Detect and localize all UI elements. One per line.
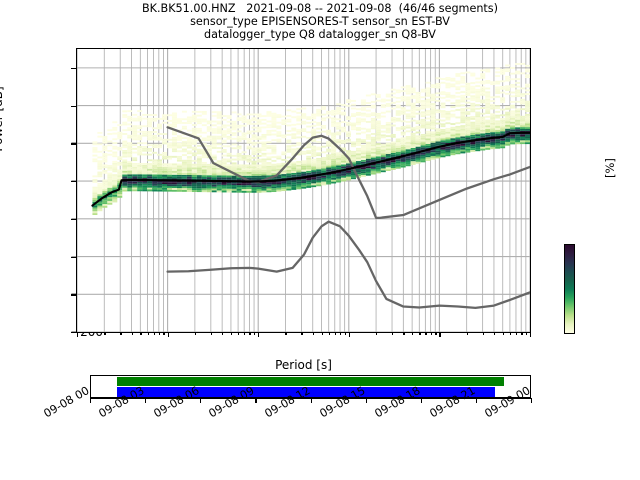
x-tick-mark xyxy=(430,332,432,335)
x-tick-mark xyxy=(515,332,518,335)
x-tick-mark xyxy=(435,332,437,335)
x-tick-mark xyxy=(194,332,197,335)
timeline-coverage xyxy=(90,375,531,398)
x-tick-mark xyxy=(493,332,496,335)
timeline-tick-mark xyxy=(531,398,533,403)
x-tick-mark xyxy=(77,332,79,337)
x-tick-mark xyxy=(334,332,337,335)
timeline-bar-data-coverage xyxy=(117,377,504,386)
x-tick-mark xyxy=(403,332,405,335)
x-tick-mark xyxy=(301,332,303,335)
x-tick-mark xyxy=(530,332,532,337)
y-tick-mark xyxy=(71,105,76,107)
x-tick-mark xyxy=(376,332,378,335)
x-tick-mark xyxy=(482,332,484,335)
x-tick-mark xyxy=(285,332,287,335)
x-tick-mark xyxy=(163,332,165,335)
x-tick-mark xyxy=(230,332,233,335)
timeline-tick-mark xyxy=(145,398,147,403)
x-tick-mark xyxy=(509,332,512,335)
x-tick-mark xyxy=(392,332,394,335)
x-tick-mark xyxy=(258,332,260,337)
x-tick-mark xyxy=(425,332,427,335)
x-tick-mark xyxy=(525,332,528,335)
timeline-tick-mark xyxy=(420,398,422,403)
ppsd-mean xyxy=(91,131,530,207)
x-tick-mark xyxy=(167,332,169,337)
y-tick-mark xyxy=(71,256,76,258)
x-tick-mark xyxy=(249,332,251,335)
title-line-1: BK.BK51.00.HNZ 2021-09-08 -- 2021-09-08 … xyxy=(141,2,499,15)
x-tick-mark xyxy=(140,332,142,335)
x-tick-mark xyxy=(244,332,246,335)
timeline-bar-segments-used xyxy=(117,386,495,397)
x-tick-mark xyxy=(348,332,351,337)
nlnm-low-noise-model xyxy=(166,220,530,309)
x-tick-mark xyxy=(521,332,523,335)
y-tick-mark xyxy=(71,332,76,334)
x-tick-mark xyxy=(254,332,256,335)
x-tick-mark xyxy=(238,332,240,335)
timeline-tick-mark xyxy=(255,398,257,403)
x-tick-mark xyxy=(131,332,133,335)
y-axis-label: Power [dB] xyxy=(0,86,5,152)
x-tick-mark xyxy=(153,332,155,335)
x-tick-mark xyxy=(419,332,421,335)
timeline-tick-mark xyxy=(365,398,367,403)
x-tick-mark xyxy=(412,332,414,335)
x-tick-mark xyxy=(321,332,323,335)
colorbar xyxy=(564,244,575,334)
y-tick-mark xyxy=(71,143,76,145)
x-tick-mark xyxy=(147,332,149,335)
y-tick-mark xyxy=(71,67,76,70)
y-tick-mark xyxy=(71,218,76,221)
x-tick-mark xyxy=(158,332,161,335)
x-tick-mark xyxy=(222,332,224,335)
title-line-3: datalogger_type Q8 datalogger_sn Q8-BV xyxy=(204,28,436,42)
x-tick-mark xyxy=(344,332,346,335)
x-tick-mark xyxy=(439,332,441,337)
x-tick-mark xyxy=(340,332,342,335)
timeline-tick-mark xyxy=(90,398,92,403)
x-tick-mark xyxy=(210,332,213,335)
x-tick-mark xyxy=(120,332,122,335)
x-tick-mark xyxy=(328,332,330,335)
timeline-tick-mark xyxy=(310,398,312,403)
y-tick-mark xyxy=(71,181,76,183)
x-tick-mark xyxy=(502,332,505,335)
timeline-tick-mark xyxy=(475,398,478,403)
timeline-tick-label: 09-08 00 xyxy=(41,383,92,421)
x-axis-label: Period [s] xyxy=(275,358,332,372)
timeline-tick-mark xyxy=(200,398,202,403)
figure-title: BK.BK51.00.HNZ 2021-09-08 -- 2021-09-08 … xyxy=(0,2,640,42)
ppsd-plot-area xyxy=(76,48,531,333)
y-tick-mark xyxy=(71,294,76,296)
x-tick-mark xyxy=(104,332,106,335)
colorbar-label: [%] xyxy=(603,158,617,178)
x-tick-mark xyxy=(312,332,315,335)
x-tick-mark xyxy=(466,332,468,335)
title-line-2: sensor_type EPISENSORES-T sensor_sn EST-… xyxy=(190,15,450,29)
